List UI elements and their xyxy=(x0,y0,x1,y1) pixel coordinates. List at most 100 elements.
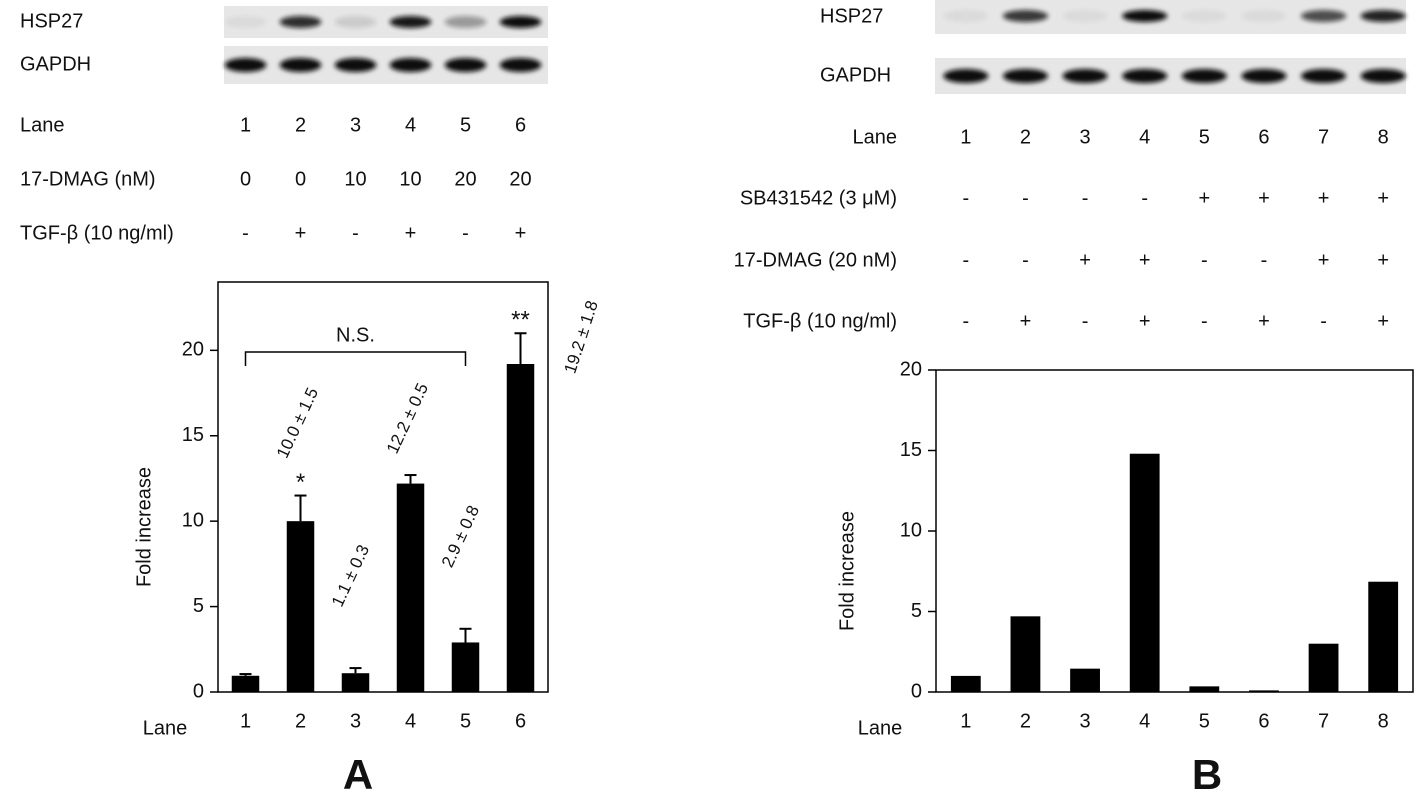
blot-band xyxy=(943,10,989,22)
condition-value: + xyxy=(295,222,307,244)
condition-label: TGF-β (10 ng/ml) xyxy=(743,310,897,332)
blot-band xyxy=(1360,69,1406,83)
plot-frame xyxy=(217,281,549,693)
condition-value: + xyxy=(1377,249,1389,271)
blot-band xyxy=(224,16,267,28)
condition-value: 10 xyxy=(344,168,366,190)
bar xyxy=(286,521,315,692)
condition-label: 17-DMAG (nM) xyxy=(20,168,156,190)
condition-value: 8 xyxy=(1378,126,1389,148)
condition-label: SB431542 (3 μM) xyxy=(740,187,897,209)
x-tick-label: 5 xyxy=(460,710,471,732)
y-tick-label: 5 xyxy=(193,595,204,617)
condition-value: + xyxy=(1318,249,1330,271)
blot-band xyxy=(279,58,322,72)
value-label: 10.0 ± 1.5 xyxy=(273,385,322,461)
condition-value: + xyxy=(405,222,417,244)
y-tick-label: 20 xyxy=(182,339,204,361)
condition-value: + xyxy=(1079,249,1091,271)
condition-value: - xyxy=(1082,187,1089,209)
blot-band xyxy=(334,58,377,72)
condition-value: + xyxy=(515,222,527,244)
condition-value: + xyxy=(1318,187,1330,209)
condition-value: + xyxy=(1139,249,1151,271)
condition-value: + xyxy=(1258,187,1270,209)
x-tick-label: 5 xyxy=(1199,710,1210,732)
y-tick-label: 10 xyxy=(182,509,204,531)
blot-label: HSP27 xyxy=(820,5,883,27)
blot-band xyxy=(499,16,542,28)
x-tick-label: 3 xyxy=(350,710,361,732)
condition-value: - xyxy=(962,310,969,332)
condition-value: 0 xyxy=(295,168,306,190)
blot-band xyxy=(389,58,432,72)
blot-band xyxy=(1002,69,1049,83)
condition-value: 7 xyxy=(1318,126,1329,148)
bracket-label: N.S. xyxy=(336,324,375,346)
condition-value: 3 xyxy=(350,114,361,136)
bar xyxy=(341,673,370,692)
blot-band xyxy=(1062,69,1108,83)
x-tick-label: 2 xyxy=(295,710,306,732)
blot-band xyxy=(1181,10,1227,22)
bar xyxy=(231,675,260,692)
bar xyxy=(451,642,480,692)
condition-label: TGF-β (10 ng/ml) xyxy=(20,222,174,244)
condition-value: - xyxy=(352,222,359,244)
value-label: 19.2 ± 1.8 xyxy=(560,298,601,376)
blot-strip xyxy=(224,46,548,84)
x-tick-label: 4 xyxy=(405,710,416,732)
condition-value: 4 xyxy=(405,114,416,136)
condition-value: - xyxy=(1320,310,1327,332)
bar xyxy=(1308,643,1339,692)
x-tick-label: 1 xyxy=(240,710,251,732)
condition-value: 10 xyxy=(399,168,421,190)
panel-label: A xyxy=(343,751,373,798)
y-tick-label: 15 xyxy=(182,424,204,446)
condition-value: 20 xyxy=(509,168,531,190)
blot-band xyxy=(334,16,377,28)
blot-band xyxy=(444,16,487,28)
blot-band xyxy=(1300,10,1347,22)
condition-value: - xyxy=(1082,310,1089,332)
condition-value: - xyxy=(242,222,249,244)
condition-value: + xyxy=(1377,310,1389,332)
condition-value: 4 xyxy=(1139,126,1150,148)
condition-value: + xyxy=(1377,187,1389,209)
x-axis-title: Lane xyxy=(143,717,188,739)
x-tick-label: 7 xyxy=(1318,710,1329,732)
blot-band xyxy=(1122,10,1168,22)
blot-label: HSP27 xyxy=(20,10,83,32)
blot-band xyxy=(1002,10,1049,22)
x-tick-label: 3 xyxy=(1080,710,1091,732)
condition-value: 1 xyxy=(240,114,251,136)
blot-band xyxy=(224,58,267,72)
condition-value: 5 xyxy=(460,114,471,136)
bar xyxy=(1070,668,1100,692)
x-tick-label: 6 xyxy=(1258,710,1269,732)
condition-value: 5 xyxy=(1199,126,1210,148)
condition-value: + xyxy=(1020,310,1032,332)
x-tick-label: 8 xyxy=(1378,710,1389,732)
condition-value: 1 xyxy=(960,126,971,148)
blot-label: GAPDH xyxy=(20,53,91,75)
condition-value: 0 xyxy=(240,168,251,190)
condition-value: 3 xyxy=(1080,126,1091,148)
condition-value: 2 xyxy=(295,114,306,136)
blot-band xyxy=(1062,10,1108,22)
blot-band xyxy=(1122,69,1168,83)
y-axis-title: Fold increase xyxy=(133,467,155,587)
blot-band xyxy=(1360,10,1406,22)
condition-label: Lane xyxy=(20,114,65,136)
blot-band xyxy=(499,58,542,72)
x-axis-title: Lane xyxy=(858,717,903,739)
significance-mark: * xyxy=(296,469,305,496)
condition-value: + xyxy=(1139,310,1151,332)
y-tick-label: 20 xyxy=(900,358,922,380)
blot-band xyxy=(279,16,322,28)
blot-band xyxy=(389,16,432,28)
condition-value: + xyxy=(1258,310,1270,332)
condition-value: - xyxy=(1201,249,1208,271)
panel-label: B xyxy=(1192,751,1222,798)
